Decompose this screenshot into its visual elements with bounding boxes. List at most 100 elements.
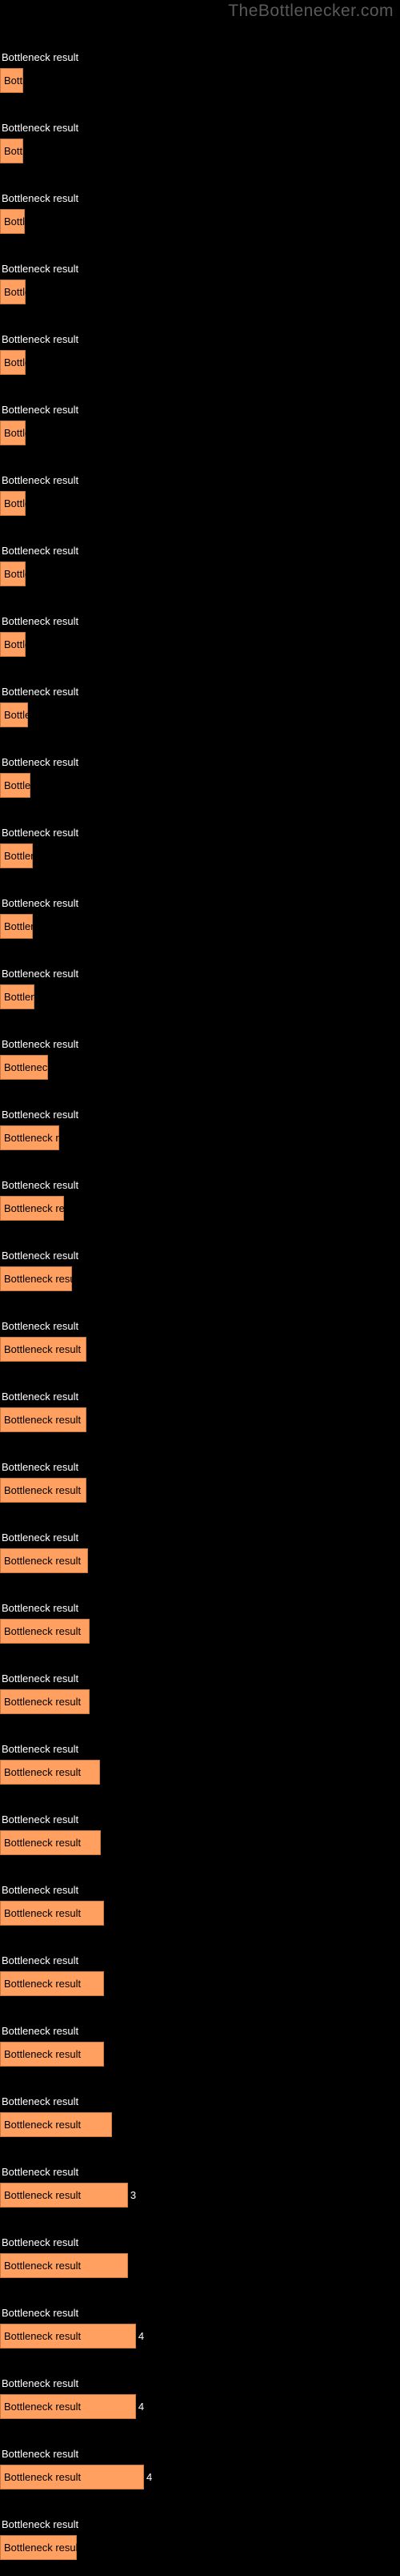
bar: Bottleneck result <box>0 1337 86 1362</box>
bar: Bottleneck re <box>0 1055 48 1080</box>
bar-text: Bottleneck result <box>4 2048 81 2060</box>
bar: Bottle <box>0 421 26 445</box>
bar-text: Bottleneck result <box>4 1696 81 1708</box>
bar: Bottleneck result <box>0 2253 128 2278</box>
bar-text: Bottleneck result <box>4 1837 81 1849</box>
bar-label: Bottleneck result <box>2 1532 400 1544</box>
bar-label: Bottleneck result <box>2 333 400 345</box>
bar-text: Bottleneck result <box>4 1484 81 1496</box>
bar: Bottleneck result4 <box>0 2465 144 2489</box>
bar-row: Bottleneck result Bottleneck result <box>0 1644 400 1714</box>
bar-label: Bottleneck result <box>2 192 400 204</box>
bar-row: Bottleneck result Bottleneck result4 <box>0 2349 400 2419</box>
bar-label: Bottleneck result <box>2 756 400 768</box>
bar: Bottle <box>0 491 26 516</box>
bar-label: Bottleneck result <box>2 2377 400 2389</box>
bar-text: Bottleneck result <box>4 2542 81 2554</box>
bar-text: Bottl <box>4 215 25 227</box>
bar-label: Bottleneck result <box>2 1250 400 1262</box>
bar: Bottlenec <box>0 984 34 1009</box>
bar-row: Bottleneck resultBottle <box>0 234 400 304</box>
bar: Bottlen <box>0 773 30 798</box>
bar: Bottleneck result <box>0 1548 88 1573</box>
bar-row: Bottleneck resultBott <box>0 22 400 93</box>
bar-text: Bottleneck result <box>4 1343 81 1355</box>
bar-row: Bottleneck resultBottleneck result4 <box>0 2419 400 2489</box>
bar-text: Bottlenec <box>4 991 47 1003</box>
bar-row: Bottleneck result Bottle <box>0 586 400 657</box>
bar-label: Bottleneck result <box>2 1884 400 1896</box>
bar-row: Bottleneck result Bottleneck result <box>0 1785 400 1855</box>
bar: Bottle <box>0 632 26 657</box>
bar-row: Bottleneck result Bottleneck result <box>0 1221 400 1291</box>
bar-label: Bottleneck result <box>2 1320 400 1332</box>
bar-row: Bottleneck result Bottleneck result <box>0 1432 400 1503</box>
bar-row: Bottleneck result Bottleneck result <box>0 2067 400 2137</box>
bar-label: Bottleneck result <box>2 615 400 627</box>
bar-text: Bottleneck result <box>4 2471 81 2483</box>
bar-text: Bottleneck result <box>4 1132 81 1144</box>
bar-text: Bott <box>4 74 22 87</box>
bar-text: Bottleneck result <box>4 1555 81 1567</box>
bar-row: Bottleneck result Bottleneck result <box>0 1926 400 1996</box>
bar-text: Bottlene <box>4 920 42 932</box>
bar-label: Bottleneck result <box>2 1672 400 1684</box>
bar: Bottleneck result <box>0 1971 104 1996</box>
bar: Bottleneck result <box>0 2112 112 2137</box>
bar: Bottleneck result <box>0 1689 90 1714</box>
bar-label: Bottleneck result <box>2 1038 400 1050</box>
bar-label: Bottleneck result <box>2 2307 400 2319</box>
bar-label: Bottleneck result <box>2 1954 400 1966</box>
bar-row: Bottleneck resultBottleneck result <box>0 1080 400 1150</box>
bar-row: Bottleneck result Bottleneck result <box>0 1503 400 1573</box>
bar-text: Bottle <box>4 427 30 439</box>
bar-row: Bottleneck result Bottlen <box>0 727 400 798</box>
bar-row: Bottleneck result Bottleneck result <box>0 1362 400 1432</box>
bar-label: Bottleneck result <box>2 1461 400 1473</box>
bar-label: Bottleneck result <box>2 968 400 980</box>
bar-label: Bottleneck result <box>2 474 400 486</box>
bar-value-outside: 4 <box>138 2330 144 2342</box>
bar: Bottlene <box>0 843 33 868</box>
bar-text: Bott <box>4 145 22 157</box>
bar-text: Bottler <box>4 709 34 721</box>
bar-text: Bottleneck result <box>4 2330 81 2342</box>
bar-label: Bottleneck result <box>2 1391 400 1403</box>
bar-label: Bottleneck result <box>2 1813 400 1825</box>
chart-container: Bottleneck resultBottBottleneck resultBo… <box>0 0 400 2576</box>
bar-row: Bottleneck resultBottleneck result <box>0 1573 400 1644</box>
bar-text: Bottleneck result <box>4 1907 81 1919</box>
bar-row: Bottleneck result Bottle <box>0 304 400 375</box>
bar: Bott <box>0 68 23 93</box>
bar-text: Bottleneck result <box>4 1273 81 1285</box>
bar-value-outside: 4 <box>146 2471 152 2483</box>
bar-row: Bottleneck resultBottleneck result <box>0 1714 400 1785</box>
bar: Bottle <box>0 280 26 304</box>
bar-row: Bottleneck result Bottlenec <box>0 939 400 1009</box>
bar: Bottleneck result <box>0 1478 86 1503</box>
bar-text: Bottle <box>4 497 30 509</box>
bar-row: Bottleneck resultBottle <box>0 516 400 586</box>
bar-label: Bottleneck result <box>2 1109 400 1121</box>
bar: Bottleneck result <box>0 2535 77 2560</box>
bar: Bottler <box>0 702 28 727</box>
bar-text: Bottleneck result <box>4 1766 81 1778</box>
bar-label: Bottleneck result <box>2 2095 400 2107</box>
bar-label: Bottleneck result <box>2 1179 400 1191</box>
bar: Bottleneck result3 <box>0 2183 128 2208</box>
bar-row: Bottleneck resultBottleneck result <box>0 2489 400 2560</box>
bar: Bottleneck result4 <box>0 2394 136 2419</box>
bar-label: Bottleneck result <box>2 404 400 416</box>
bar-row: Bottleneck resultBottleneck result <box>0 1996 400 2067</box>
bar-row: Bottleneck resultBottleneck result3 <box>0 2137 400 2208</box>
bar-row: Bottleneck result Bottleneck result <box>0 1855 400 1926</box>
bar-row: Bottleneck result Bottle <box>0 445 400 516</box>
bar-text: Bottle <box>4 356 30 368</box>
bar-row: Bottleneck resultBott <box>0 93 400 163</box>
bar-text: Bottlen <box>4 779 36 791</box>
bar-label: Bottleneck result <box>2 2236 400 2248</box>
bar: Bottleneck result <box>0 1830 101 1855</box>
bar: Bottleneck result <box>0 1125 59 1150</box>
bar-text: Bottleneck result <box>4 1414 81 1426</box>
bar-row: Bottleneck result Bottleneck result 4 <box>0 2278 400 2349</box>
